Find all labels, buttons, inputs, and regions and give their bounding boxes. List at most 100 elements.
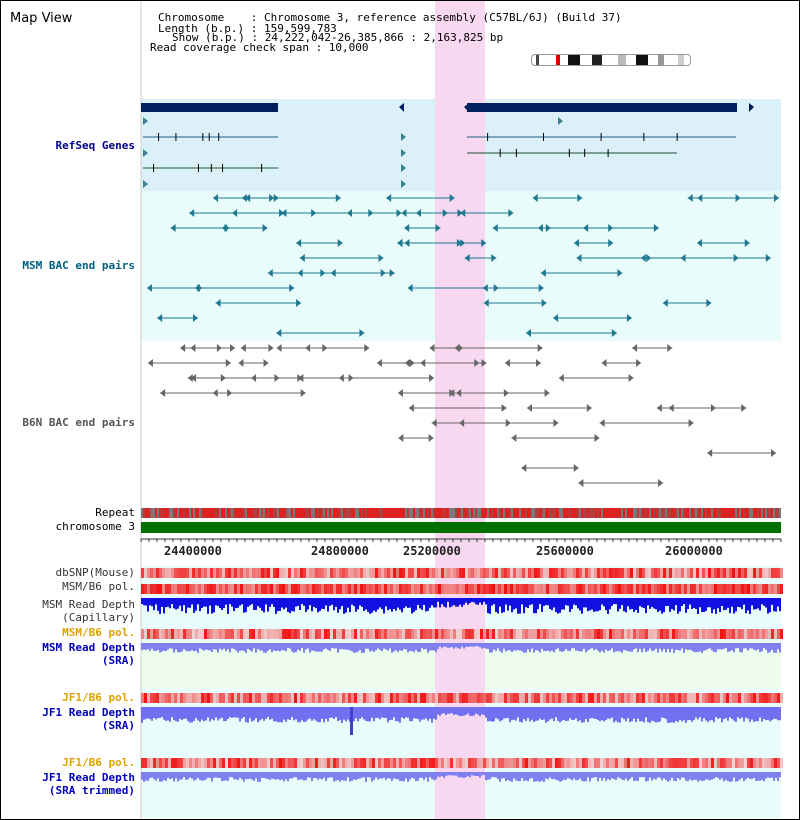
polymorphism-cell — [174, 584, 177, 594]
jf1-read-depth-trimmed-label[interactable]: JF1 Read Depth — [42, 771, 135, 784]
read-depth-bar — [569, 598, 571, 613]
refseq-genes-label[interactable]: RefSeq Genes — [55, 139, 135, 152]
read-depth-bar — [717, 598, 719, 609]
read-depth-bar — [253, 707, 255, 721]
repeat-block — [601, 508, 603, 518]
polymorphism-cell — [663, 584, 666, 594]
read-depth-bar — [259, 772, 261, 782]
polymorphism-cell — [729, 693, 732, 703]
polymorphism-cell — [234, 629, 237, 639]
b6n-bac-end-pairs-label[interactable]: B6N BAC end pairs — [22, 416, 135, 429]
read-depth-bar — [307, 772, 309, 778]
polymorphism-cell — [480, 568, 483, 578]
polymorphism-cell — [456, 584, 459, 594]
read-depth-bar — [477, 772, 479, 777]
read-depth-bar — [729, 772, 731, 782]
polymorphism-cell — [462, 629, 465, 639]
chromosome-track-label[interactable]: chromosome 3 — [55, 520, 135, 533]
polymorphism-cell — [189, 758, 192, 768]
jf1-b6-pol-label[interactable]: JF1/B6 pol. — [62, 691, 135, 704]
repeat-block — [677, 508, 679, 518]
repeat-block — [143, 508, 145, 518]
polymorphism-cell — [465, 629, 468, 639]
polymorphism-cell — [558, 568, 561, 578]
msm-read-depth-sra-label[interactable]: MSM Read Depth — [42, 641, 135, 654]
repeat-block — [559, 508, 561, 518]
read-depth-bar — [153, 772, 155, 780]
read-depth-bar — [421, 772, 423, 778]
read-depth-bar — [755, 707, 757, 722]
bac-end — [586, 404, 592, 412]
polymorphism-cell — [705, 568, 708, 578]
polymorphism-cell — [603, 693, 606, 703]
jf1-read-depth-sra-label[interactable]: JF1 Read Depth — [42, 706, 135, 719]
polymorphism-cell — [528, 568, 531, 578]
polymorphism-cell — [192, 758, 195, 768]
polymorphism-cell — [411, 584, 414, 594]
chromosome-ideogram[interactable] — [531, 54, 691, 66]
read-depth-bar — [227, 643, 229, 650]
read-depth-bar — [551, 772, 553, 780]
read-depth-bar — [757, 707, 759, 722]
repeat-block — [145, 508, 147, 518]
polymorphism-cell — [453, 584, 456, 594]
repeat-block — [321, 508, 323, 518]
polymorphism-cell — [405, 584, 408, 594]
bac-end — [396, 209, 402, 217]
read-depth-bar — [325, 598, 327, 606]
refseq-gene-arrow — [399, 103, 404, 112]
read-depth-bar — [601, 772, 603, 781]
polymorphism-cell — [183, 693, 186, 703]
read-depth-bar — [583, 643, 585, 649]
bac-end — [662, 299, 668, 307]
read-depth-bar — [171, 707, 173, 718]
msm-b6-pol-sra-label[interactable]: MSM/B6 pol. — [62, 626, 135, 639]
repeat-block — [497, 508, 499, 518]
read-depth-bar — [277, 772, 279, 779]
read-depth-bar — [255, 598, 257, 611]
jf1-b6-pol-trimmed-label[interactable]: JF1/B6 pol. — [62, 756, 135, 769]
polymorphism-cell — [636, 693, 639, 703]
dbsnp-label[interactable]: dbSNP(Mouse) — [55, 566, 135, 579]
read-depth-bar — [509, 707, 511, 723]
read-depth-bar — [677, 772, 679, 779]
read-depth-bar — [191, 643, 193, 651]
msm-bac-end-pairs-label[interactable]: MSM BAC end pairs — [22, 259, 135, 272]
read-depth-bar — [701, 772, 703, 781]
read-depth-bar — [187, 643, 189, 652]
msm-b6-pol-label[interactable]: MSM/B6 pol. — [62, 580, 135, 593]
polymorphism-cell — [315, 584, 318, 594]
polymorphism-cell — [372, 629, 375, 639]
polymorphism-cell — [432, 584, 435, 594]
polymorphism-cell — [240, 629, 243, 639]
polymorphism-cell — [699, 693, 702, 703]
read-depth-bar — [269, 643, 271, 650]
read-depth-bar — [369, 643, 371, 652]
read-depth-bar — [219, 772, 221, 778]
read-depth-bar — [445, 707, 447, 716]
polymorphism-cell — [228, 629, 231, 639]
read-depth-bar — [689, 707, 691, 721]
read-depth-bar — [367, 643, 369, 649]
read-depth-bar — [641, 772, 643, 778]
repeat-block — [309, 508, 311, 518]
repeat-block — [257, 508, 259, 518]
repeat-label[interactable]: Repeat — [95, 506, 135, 519]
read-depth-bar — [249, 772, 251, 779]
read-depth-bar — [723, 598, 725, 611]
read-depth-bar — [205, 598, 207, 607]
repeat-block — [599, 508, 601, 518]
read-depth-bar — [647, 707, 649, 723]
polymorphism-cell — [297, 693, 300, 703]
polymorphism-cell — [288, 758, 291, 768]
polymorphism-cell — [774, 629, 777, 639]
read-depth-bar — [511, 643, 513, 653]
polymorphism-cell — [546, 693, 549, 703]
repeat-block — [579, 508, 581, 518]
read-depth-bar — [217, 643, 219, 653]
bac-end — [544, 389, 550, 397]
read-depth-bar — [141, 643, 143, 651]
repeat-block — [493, 508, 495, 518]
polymorphism-cell — [252, 629, 255, 639]
msm-read-depth-capillary-label[interactable]: MSM Read Depth — [42, 598, 135, 611]
